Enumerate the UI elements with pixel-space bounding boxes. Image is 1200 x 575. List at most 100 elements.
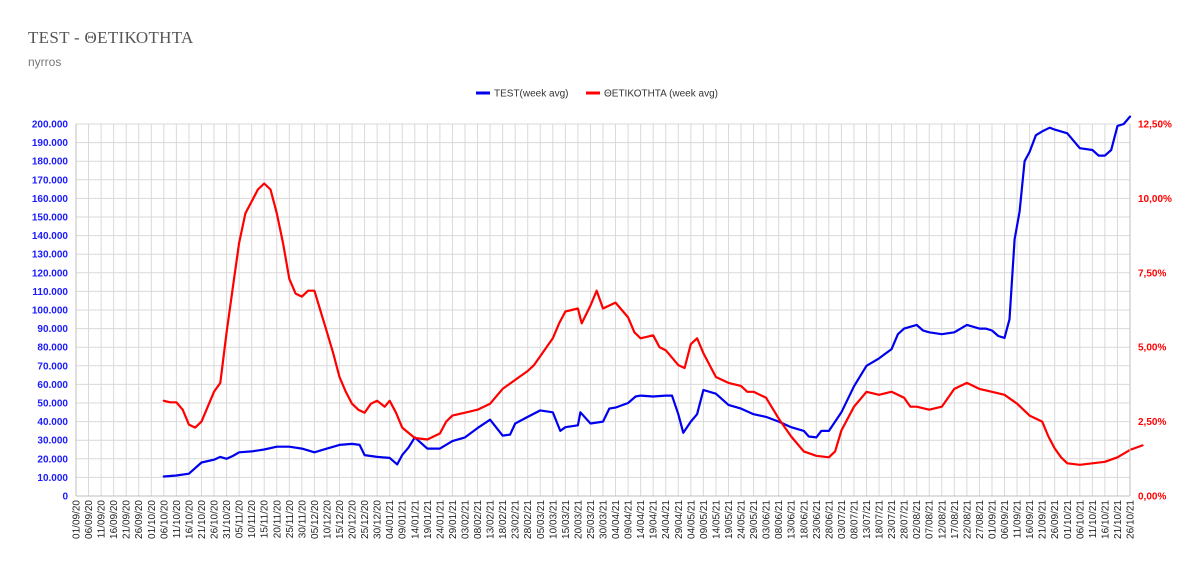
y-left-tick-label: 30.000 — [37, 436, 68, 447]
x-tick-label: 15/03/21 — [561, 500, 572, 539]
x-tick-label: 03/06/21 — [762, 500, 773, 539]
x-tick-label: 14/01/21 — [410, 500, 421, 539]
x-tick-label: 19/05/21 — [724, 500, 735, 539]
series-line-test — [162, 115, 1132, 478]
x-tick-label: 11/09/20 — [97, 500, 108, 539]
x-tick-label: 30/12/20 — [373, 500, 384, 539]
x-tick-label: 29/01/21 — [448, 500, 459, 539]
x-tick-label: 22/08/21 — [962, 500, 973, 539]
y-left-tick-label: 100.000 — [32, 306, 69, 317]
x-tick-label: 07/08/21 — [925, 500, 936, 539]
x-tick-label: 06/10/21 — [1075, 500, 1086, 539]
x-tick-label: 29/04/21 — [674, 500, 685, 539]
series-line-positivity — [162, 182, 1144, 466]
x-tick-label: 13/06/21 — [787, 500, 798, 539]
chart-subtitle: nyrros — [28, 55, 62, 69]
x-tick-label: 26/09/20 — [134, 500, 145, 539]
x-tick-label: 05/11/20 — [235, 500, 246, 539]
x-tick-label: 24/04/21 — [661, 500, 672, 539]
x-tick-label: 25/12/20 — [360, 500, 371, 539]
y-left-tick-label: 180.000 — [32, 157, 69, 168]
x-tick-label: 04/01/21 — [385, 500, 396, 539]
x-tick-label: 31/10/20 — [222, 500, 233, 539]
y-left-tick-label: 190.000 — [32, 138, 69, 149]
y-right-tick-label: 2,50% — [1138, 417, 1166, 428]
y-left-tick-label: 20.000 — [37, 454, 68, 465]
x-tick-label: 30/03/21 — [599, 500, 610, 539]
x-tick-label: 09/04/21 — [624, 500, 635, 539]
x-tick-label: 01/09/20 — [72, 500, 83, 539]
y-left-tick-label: 110.000 — [32, 287, 68, 298]
x-tick-label: 21/09/21 — [1038, 500, 1049, 539]
x-tick-label: 08/06/21 — [774, 500, 785, 539]
x-tick-label: 27/08/21 — [975, 500, 986, 539]
y-left-tick-label: 80.000 — [37, 343, 68, 354]
y-left-tick-label: 60.000 — [37, 380, 68, 391]
y-left-tick-label: 140.000 — [32, 231, 69, 242]
x-tick-label: 16/09/20 — [109, 500, 120, 539]
x-tick-label: 09/01/21 — [398, 500, 409, 539]
x-tick-label: 06/09/21 — [1000, 500, 1011, 539]
x-tick-label: 14/04/21 — [636, 500, 647, 539]
x-tick-label: 21/10/21 — [1113, 500, 1124, 539]
legend-label: TEST(week avg) — [494, 89, 568, 100]
x-tick-label: 29/05/21 — [749, 500, 760, 539]
gridlines — [75, 123, 1131, 497]
x-tick-label: 05/12/20 — [310, 500, 321, 539]
x-tick-label: 01/09/21 — [987, 500, 998, 539]
chart-title: TEST - ΘΕΤΙΚΟΤΗΤΑ — [28, 28, 194, 47]
x-tick-label: 14/05/21 — [711, 500, 722, 539]
x-tick-label: 21/10/20 — [197, 500, 208, 539]
axes: 0 10.000 20.000 30.000 40.000 50.000 60.000 70.… — [32, 120, 1172, 539]
y-left-tick-label: 70.000 — [37, 361, 68, 372]
y-right-tick-label: 12,50% — [1138, 120, 1172, 131]
y-left-tick-label: 200.000 — [32, 120, 69, 131]
y-left-tick-label: 40.000 — [37, 417, 68, 428]
x-tick-label: 28/07/21 — [900, 500, 911, 539]
y-right-tick-label: 7,50% — [1138, 268, 1166, 279]
x-tick-label: 18/07/21 — [875, 500, 886, 539]
x-tick-label: 11/09/21 — [1013, 500, 1024, 539]
x-tick-label: 15/12/20 — [335, 500, 346, 539]
x-tick-label: 02/08/21 — [912, 500, 923, 539]
series-layer — [162, 115, 1144, 478]
x-tick-label: 25/11/20 — [285, 500, 296, 539]
x-tick-label: 01/10/21 — [1063, 500, 1074, 539]
y-left-tick-label: 150.000 — [32, 213, 69, 224]
x-tick-label: 12/08/21 — [937, 500, 948, 539]
x-tick-label: 10/12/20 — [322, 500, 333, 539]
x-tick-label: 04/04/21 — [611, 500, 622, 539]
x-tick-label: 16/10/21 — [1100, 500, 1111, 539]
x-tick-label: 21/09/20 — [122, 500, 133, 539]
x-tick-label: 17/08/21 — [950, 500, 961, 539]
y-left-tick-label: 10.000 — [37, 473, 68, 484]
x-tick-label: 08/07/21 — [849, 500, 860, 539]
x-tick-label: 23/07/21 — [887, 500, 898, 539]
x-tick-label: 03/07/21 — [837, 500, 848, 539]
x-tick-label: 13/02/21 — [486, 500, 497, 539]
x-tick-label: 18/02/21 — [498, 500, 509, 539]
x-tick-label: 05/03/21 — [536, 500, 547, 539]
x-tick-label: 13/07/21 — [862, 500, 873, 539]
x-tick-label: 06/09/20 — [84, 500, 95, 539]
x-tick-label: 10/11/20 — [247, 500, 258, 539]
y-left-tick-label: 170.000 — [32, 175, 69, 186]
x-tick-label: 01/10/20 — [147, 500, 158, 539]
x-tick-label: 20/03/21 — [573, 500, 584, 539]
x-tick-label: 23/06/21 — [812, 500, 823, 539]
x-tick-label: 09/05/21 — [699, 500, 710, 539]
x-tick-label: 24/01/21 — [435, 500, 446, 539]
x-tick-label: 20/11/20 — [272, 500, 283, 539]
x-tick-label: 11/10/20 — [172, 500, 183, 539]
x-tick-label: 26/09/21 — [1050, 500, 1061, 539]
x-tick-label: 25/03/21 — [586, 500, 597, 539]
y-left-tick-label: 0 — [62, 492, 68, 503]
x-tick-label: 26/10/20 — [210, 500, 221, 539]
y-left-tick-label: 120.000 — [32, 268, 69, 279]
y-left-tick-label: 50.000 — [37, 399, 68, 410]
y-right-tick-label: 0,00% — [1138, 492, 1166, 503]
legend-label: ΘΕΤΙΚΟΤΗΤΑ (week avg) — [604, 89, 718, 100]
x-tick-label: 28/02/21 — [523, 500, 534, 539]
y-left-tick-label: 160.000 — [32, 194, 69, 205]
